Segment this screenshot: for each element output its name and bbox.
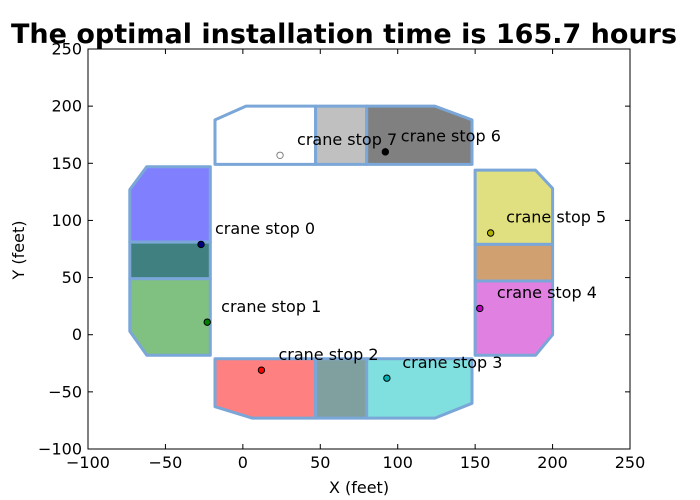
y-tick-label-7: 250	[51, 40, 82, 59]
crane-stop-4-label: crane stop 4	[497, 283, 597, 302]
crane-stop-2-label: crane stop 2	[278, 345, 378, 364]
x-tick-label-3: 50	[310, 453, 330, 472]
x-tick-label-5: 150	[460, 453, 491, 472]
x-tick-label-2: 0	[238, 453, 248, 472]
chart-title: The optimal installation time is 165.7 h…	[11, 19, 677, 50]
crane-stop-1-label: crane stop 1	[221, 297, 321, 316]
y-tick-label-1: −50	[48, 382, 82, 401]
y-tick-label-2: 0	[72, 325, 82, 344]
crane-stop-2-marker	[257, 366, 266, 374]
zone-3	[213, 357, 318, 420]
zone-6	[473, 168, 555, 246]
x-tick-label-4: 100	[382, 453, 413, 472]
y-tick-label-5: 150	[51, 154, 82, 173]
y-axis-label: Y (feet)	[9, 221, 28, 281]
zone-2	[128, 277, 212, 357]
zone-11	[365, 104, 474, 166]
zones-layer	[128, 104, 555, 420]
crane-stop-7-label: crane stop 7	[297, 130, 397, 149]
x-ticks: −100 −50 0 50 100 150 200 250	[66, 49, 645, 472]
crane-stop-4-marker	[476, 304, 484, 313]
crane-stop-3-marker	[383, 374, 391, 382]
zone-4	[314, 357, 369, 420]
crane-stop-1-marker	[203, 318, 211, 326]
plot-frame	[87, 48, 631, 450]
y-ticks: −100 −50 0 50 100 150 200 250	[38, 40, 630, 459]
zone-1	[128, 240, 212, 281]
crane-stop-5-marker	[486, 229, 495, 237]
x-axis-label: X (feet)	[329, 478, 389, 497]
x-tick-label-0: −100	[66, 453, 110, 472]
x-tick-label-7: 250	[615, 453, 646, 472]
crane-stop-6-label: crane stop 6	[401, 127, 501, 146]
crane-stop-3-label: crane stop 3	[402, 353, 502, 372]
y-tick-label-3: 50	[62, 268, 82, 287]
y-tick-label-0: −100	[38, 440, 82, 459]
crane-stop-0-marker	[197, 240, 205, 249]
crane-stop-7-marker	[276, 151, 284, 159]
zone-8	[473, 279, 555, 357]
zone-5	[365, 357, 474, 420]
zone-7	[473, 242, 555, 283]
crane-stop-0-label: crane stop 0	[215, 219, 315, 238]
x-tick-label-1: −50	[149, 453, 183, 472]
labels-layer: crane stop 0 crane stop 1 crane stop 2 cran…	[215, 127, 606, 372]
zone-0	[128, 165, 212, 244]
crane-stop-5-label: crane stop 5	[506, 208, 606, 227]
y-tick-label-4: 100	[51, 211, 82, 230]
x-tick-label-6: 200	[537, 453, 568, 472]
points-layer	[197, 148, 495, 382]
y-tick-label-6: 200	[51, 97, 82, 116]
crane-stop-6-marker	[381, 148, 390, 156]
